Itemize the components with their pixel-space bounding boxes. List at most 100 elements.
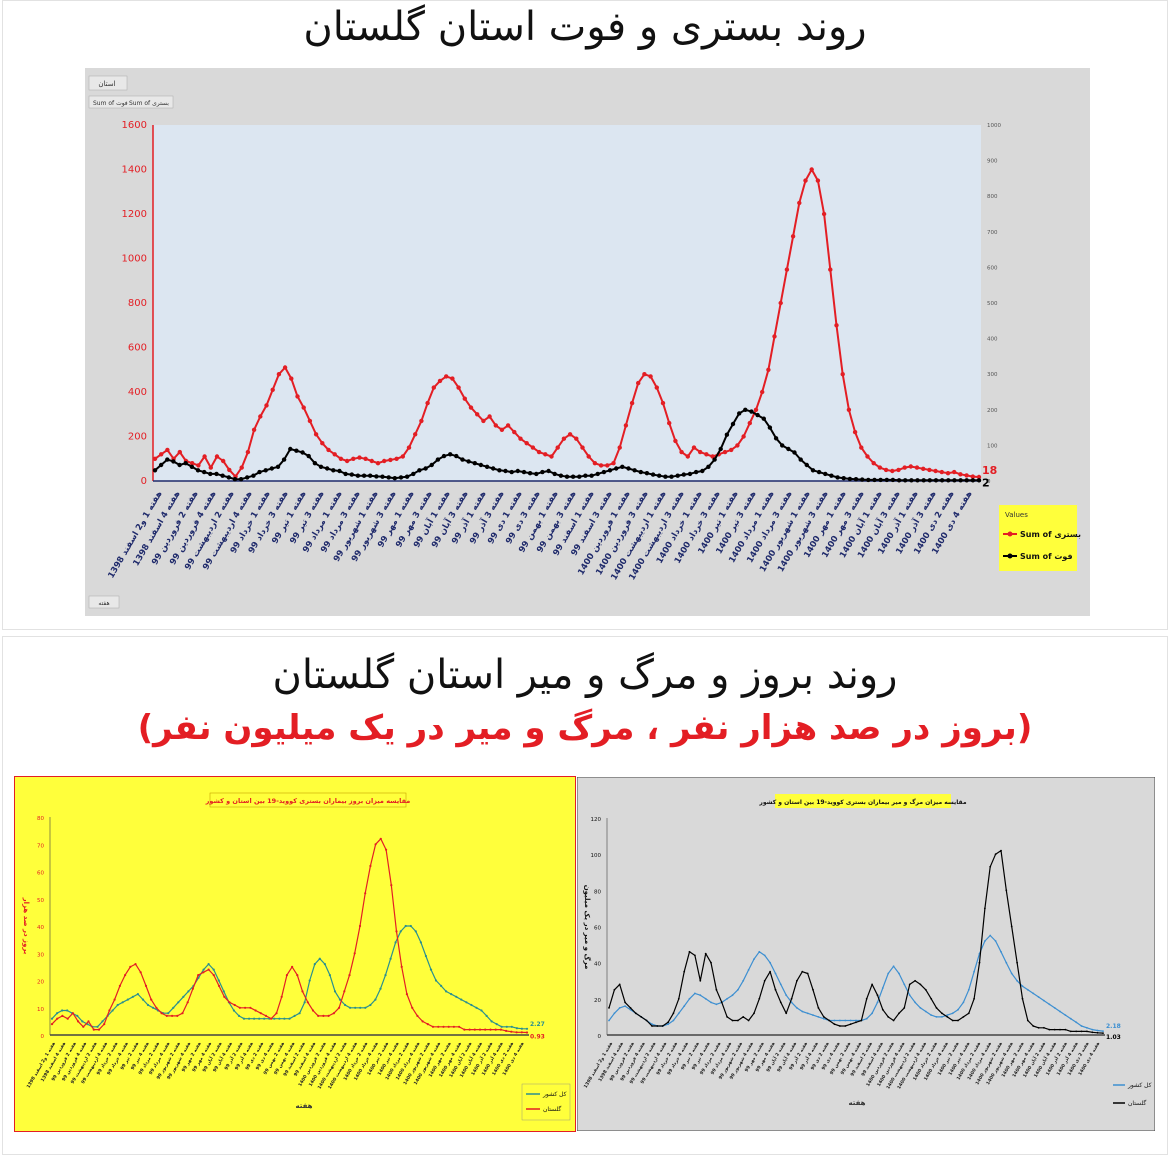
data-point [685, 454, 690, 459]
data-point [747, 969, 750, 971]
data-point [973, 970, 975, 973]
legend-label-country: کل کشور [1127, 1082, 1152, 1089]
data-point [472, 461, 477, 466]
data-point [490, 1020, 493, 1023]
data-point [1086, 1026, 1088, 1029]
data-point [50, 1017, 54, 1020]
data-point [97, 1028, 101, 1031]
data-point [202, 454, 207, 459]
data-point [914, 979, 916, 982]
data-point [354, 1006, 357, 1009]
data-point [357, 455, 362, 460]
pivot-value-button[interactable] [88, 95, 174, 109]
data-point [796, 979, 798, 982]
data-point [890, 477, 896, 483]
pivot-button-death: Sum of فوت [93, 100, 128, 107]
data-point [823, 471, 828, 477]
data-point [812, 988, 814, 991]
data-point [730, 421, 736, 427]
data-point [722, 449, 728, 455]
data-point [914, 465, 920, 470]
data-point [227, 467, 232, 473]
data-point [294, 448, 299, 453]
data-point [1021, 985, 1024, 988]
data-point [601, 469, 607, 475]
data-point [363, 456, 368, 461]
data-point [1016, 979, 1018, 982]
series-end-label: 2.18 [1106, 1023, 1121, 1030]
data-point [624, 1005, 626, 1007]
data-point [661, 1025, 664, 1027]
data-point [718, 446, 723, 452]
data-point [753, 958, 755, 960]
data-point [763, 954, 766, 957]
data-point [552, 471, 557, 477]
data-point [141, 998, 145, 1001]
data-point [558, 473, 564, 478]
data-point [505, 1029, 508, 1032]
data-point [989, 865, 992, 868]
data-point [679, 449, 684, 455]
data-point [1043, 1026, 1045, 1029]
data-point [1059, 1028, 1061, 1031]
data-point [61, 1014, 64, 1017]
data-point [834, 323, 839, 328]
data-point [338, 456, 344, 461]
data-point [440, 984, 443, 987]
data-point [369, 864, 372, 868]
data-point [994, 853, 997, 856]
data-point [927, 467, 932, 473]
data-point [994, 940, 997, 942]
data-point [421, 1020, 424, 1023]
data-point [466, 459, 471, 464]
chart-title: مقایسه میزان مرگ و میر بیماران بستری کوو… [758, 798, 966, 806]
data-point [165, 457, 170, 462]
data-point [411, 1006, 414, 1009]
data-point [774, 972, 777, 975]
data-point [871, 1012, 873, 1015]
axis-field-button[interactable] [88, 595, 120, 609]
data-point [217, 984, 221, 987]
data-point [704, 452, 709, 457]
filter-button[interactable] [88, 75, 128, 91]
data-point [577, 474, 582, 479]
data-point [769, 970, 771, 973]
data-point [462, 396, 467, 401]
data-point [525, 1027, 529, 1030]
data-point [144, 984, 148, 987]
data-point [197, 974, 200, 977]
data-point [124, 974, 127, 977]
data-point [520, 1027, 523, 1030]
data-point [755, 412, 760, 418]
data-point [737, 988, 739, 991]
data-point [195, 468, 201, 473]
data-point [534, 471, 539, 477]
data-point [598, 463, 604, 468]
data-point [1032, 1025, 1035, 1027]
data-point [865, 1017, 868, 1020]
data-point [1032, 992, 1035, 995]
data-point [404, 474, 410, 479]
data-point [369, 458, 374, 464]
data-point [437, 378, 443, 384]
y-tick-label: 200 [128, 432, 147, 443]
data-point [389, 957, 392, 960]
legend-label-province: گلستان [543, 1105, 561, 1113]
data-point [821, 211, 827, 217]
data-point [208, 465, 213, 470]
data-point [903, 1007, 906, 1009]
chart-title-box [775, 794, 951, 808]
data-point [810, 468, 816, 473]
data-point [753, 1012, 755, 1015]
data-point [300, 450, 305, 455]
data-point [405, 993, 408, 996]
data-point [726, 997, 728, 1000]
y2-tick-label: 300 [987, 372, 998, 378]
data-point [930, 1014, 933, 1016]
data-point [524, 441, 529, 446]
data-point [232, 477, 238, 482]
data-point [629, 1008, 632, 1011]
data-point [238, 1006, 241, 1009]
data-point [77, 1020, 80, 1023]
section-title: روند بروز و مرگ و میر استان گلستان [272, 652, 898, 698]
